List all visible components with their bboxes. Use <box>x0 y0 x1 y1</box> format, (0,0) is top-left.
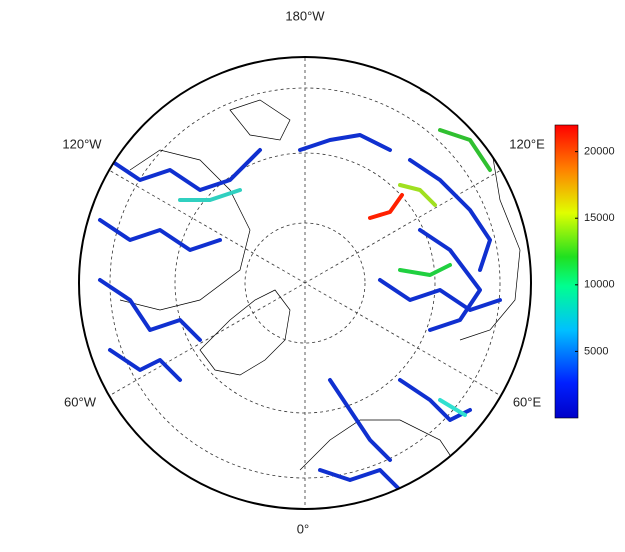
lon-label: 0° <box>297 521 309 536</box>
lon-label: 60°W <box>64 394 97 409</box>
colorbar: 5000 10000 15000 20000 <box>554 124 615 419</box>
lon-label: 180°W <box>285 8 325 23</box>
colorbar-tick-label: 20000 <box>584 146 615 158</box>
rivers <box>98 128 502 492</box>
map <box>94 57 521 509</box>
colorbar-tick-label: 15000 <box>584 212 615 224</box>
colorbar-scale <box>554 124 579 419</box>
graticule <box>94 57 516 509</box>
colorbar-tick-label: 5000 <box>584 345 608 357</box>
longitude-labels: 180°W 120°W 120°E 60°W 60°E 0° <box>62 8 545 536</box>
lon-label: 120°E <box>509 136 545 151</box>
colorbar-tick-label: 10000 <box>584 279 615 291</box>
map-border <box>78 56 532 510</box>
lon-label: 120°W <box>62 136 102 151</box>
lon-label: 60°E <box>513 394 542 409</box>
